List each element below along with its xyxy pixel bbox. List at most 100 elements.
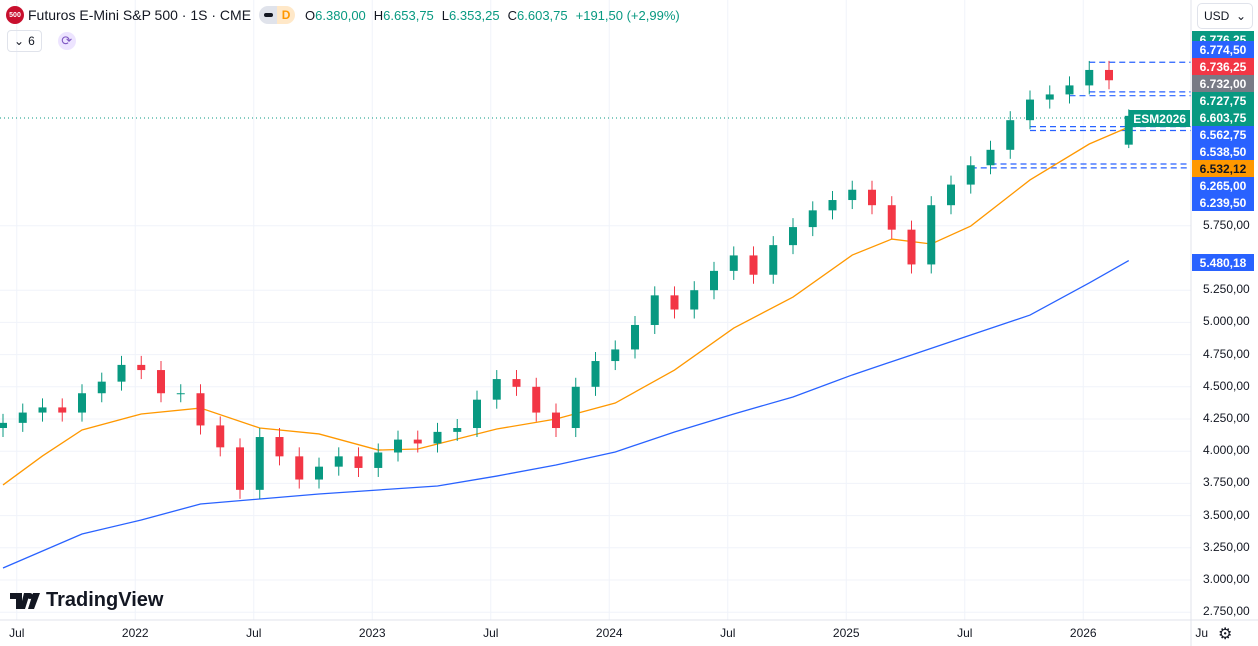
candle-body [1105,69,1113,81]
candle-body [1065,85,1074,95]
candle-body [966,165,975,185]
candle-body [137,364,146,371]
candle-body [374,452,383,468]
minus-icon [259,6,278,24]
candle-body [769,245,778,275]
series-tag: ESM2026 [1129,110,1190,127]
candle-body [947,184,955,206]
price-tick-label: 5.000,00 [1203,314,1250,329]
candles [0,60,1133,499]
time-tick-label: Jul [483,626,499,640]
close-label: C [507,7,518,23]
candle-body [157,370,165,394]
candle-body [552,412,560,429]
candle-body [611,349,620,362]
price-tag: 6.774,50 [1192,41,1254,58]
candle-body [354,456,363,468]
time-tick-label: Ju [1195,626,1209,640]
candle-body [1085,69,1094,86]
high-label: H [373,7,384,23]
currency-value: USD [1204,9,1230,23]
candle-body [295,456,304,480]
low-label: L [441,7,450,23]
candle-body [97,381,106,394]
candle-body [789,227,797,246]
candle-body [176,393,185,395]
candle-body [18,412,27,423]
symbol-title[interactable]: Futuros E-Mini S&P 500 · 1S · CME [28,7,252,23]
candle-body [907,229,916,265]
price-tag: 6.265,00 [1192,177,1254,194]
candle-body [334,456,343,467]
low-value: 6.353,25 [449,7,500,23]
candle-body [749,255,758,275]
grid [0,0,1191,620]
price-tick-label: 3.000,00 [1203,572,1250,586]
chevron-down-icon: ⌄ [14,34,25,48]
high-value: 6.653,75 [383,7,434,23]
gear-icon[interactable]: ⚙ [1218,626,1233,643]
candle-body [453,428,462,432]
price-tag: 6.532,12 [1192,160,1254,177]
time-tick-label: 2024 [595,626,623,640]
price-tick-label: 2.750,00 [1203,604,1250,619]
price-tick-label: 4.000,00 [1203,443,1250,458]
price-tag: 5.480,18 [1192,254,1254,271]
candle-body [196,393,205,426]
candle-body [117,364,126,382]
candle-body [1124,115,1133,145]
candle-body [986,149,995,166]
refresh-icon[interactable]: ⟳ [57,32,76,50]
market-status-pill[interactable]: D [259,6,296,24]
tradingview-logo[interactable]: TradingView [10,589,163,612]
candle-body [650,295,659,325]
tradingview-logo-icon [10,592,40,609]
price-tag: 6.736,25 [1192,58,1254,75]
price-tick-label: 4.500,00 [1203,378,1250,393]
time-tick-label: Jul [9,626,25,640]
price-tick-label: 5.750,00 [1203,217,1250,232]
time-tick-label: 2022 [121,626,149,640]
price-tag: 6.732,00 [1192,75,1254,92]
candle-body [492,379,501,400]
candle-body [1006,120,1015,150]
indicators-toggle[interactable]: ⌄ 6 [7,30,42,52]
candle-body [58,407,67,413]
ma-slow-line [2,259,1130,569]
candle-body [236,447,244,490]
price-tick-label: 3.250,00 [1203,539,1250,554]
ma-fast-line [2,126,1130,486]
candle-body [394,439,402,453]
candle-body [78,393,86,413]
candle-body [887,205,896,230]
close-value: 6.603,75 [517,7,568,23]
currency-select[interactable]: USD ⌄ [1197,3,1253,29]
price-tick-label: 4.750,00 [1203,346,1250,361]
change-value: +191,50 (+2,99%) [575,7,680,23]
price-tick-label: 4.250,00 [1203,411,1250,425]
candle-body [532,386,541,413]
candle-body [591,361,600,387]
candle-body [1045,94,1054,100]
candle-body [670,295,679,310]
tradingview-wordmark: TradingView [46,589,164,611]
candle-body [275,437,284,457]
chevron-down-icon: ⌄ [1235,9,1246,23]
candle-body [473,399,481,429]
price-tag: 6.603,75 [1192,109,1254,126]
time-tick-label: 2026 [1069,626,1097,640]
candle-body [828,200,837,211]
price-tick-label: 5.250,00 [1203,282,1250,297]
candle-body [413,439,422,444]
ohlc-values: O6.380,00 H6.653,75 L6.353,25 C6.603,75 … [305,8,680,23]
candle-body [38,407,47,413]
candle-body [1026,99,1034,121]
symbol-logo: 500 [6,6,24,24]
indicator-count: 6 [28,34,35,48]
candle-body [848,189,857,201]
candle-body [255,437,264,490]
price-tag: 6.538,50 [1192,143,1254,160]
candle-body [433,431,442,444]
candle-body [216,425,225,448]
